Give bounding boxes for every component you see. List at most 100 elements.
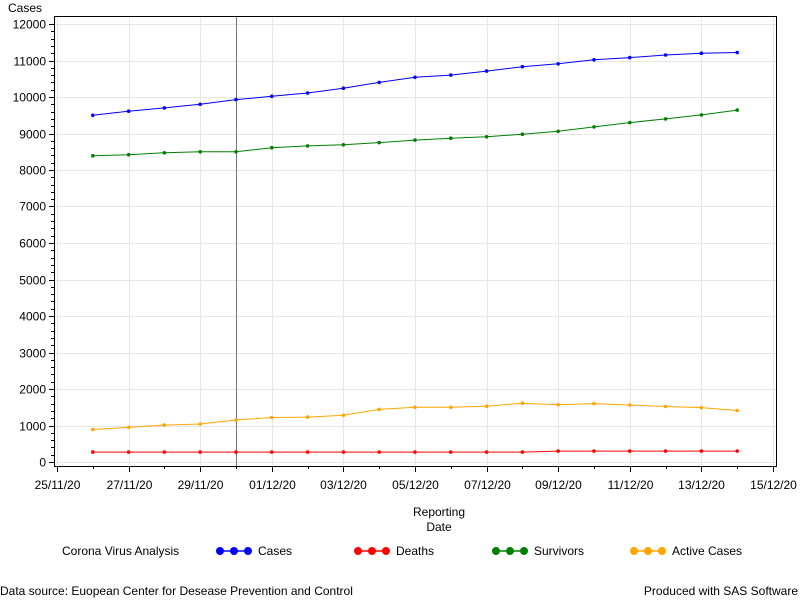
data-point-cases (556, 62, 560, 66)
legend-swatch-marker (520, 547, 528, 555)
software-credit: Produced with SAS Software (643, 584, 798, 598)
grid (54, 16, 776, 466)
data-point-survivors (449, 136, 453, 140)
y-tick-label: 0 (39, 456, 46, 470)
series-active-cases (91, 401, 739, 432)
data-point-deaths (484, 450, 489, 454)
x-tick-label: 11/12/20 (608, 478, 654, 492)
data-point-deaths (162, 450, 167, 454)
legend-swatch-active-cases (630, 545, 666, 557)
x-tick-label: 03/12/20 (320, 478, 367, 492)
data-point-active-cases (556, 402, 560, 407)
y-tick-label: 2000 (19, 383, 46, 397)
data-point-survivors (556, 129, 560, 134)
data-point-cases (341, 86, 346, 90)
data-point-deaths (663, 449, 668, 453)
data-point-active-cases (162, 423, 167, 427)
data-point-cases (162, 106, 167, 110)
data-point-cases (413, 75, 417, 80)
legend-swatch-marker (368, 547, 376, 555)
data-point-cases (91, 113, 95, 118)
legend-swatch-marker (658, 547, 666, 555)
data-point-cases (449, 73, 453, 77)
data-point-cases (699, 51, 704, 55)
legend-swatch-cases (216, 545, 252, 557)
x-tick-label: 29/11/20 (178, 478, 224, 492)
data-point-deaths (628, 449, 632, 453)
x-axis-title-line-1: Reporting (413, 505, 465, 519)
data-point-survivors (592, 125, 596, 129)
data-point-survivors (377, 140, 382, 145)
y-tick-label: 7000 (19, 200, 46, 214)
data-point-survivors (628, 120, 632, 125)
legend-label-deaths: Deaths (396, 544, 435, 558)
data-point-active-cases (484, 404, 489, 409)
data-point-cases (270, 94, 274, 99)
data-point-deaths (234, 450, 238, 454)
data-point-survivors (198, 150, 202, 154)
legend-item-deaths: Deaths (354, 544, 434, 558)
y-tick-label: 12000 (13, 18, 47, 32)
x-tick-label: 25/11/20 (35, 478, 81, 492)
data-point-cases (592, 58, 596, 62)
data-point-cases (126, 109, 131, 113)
data-point-cases (520, 64, 525, 69)
data-point-active-cases (735, 408, 739, 413)
legend-swatch-marker (506, 547, 514, 555)
data-point-survivors (699, 113, 704, 117)
y-tick-label: 11000 (14, 55, 47, 69)
data-point-survivors (341, 143, 346, 147)
data-point-active-cases (91, 427, 95, 432)
series-deaths (91, 449, 739, 454)
legend-swatch-survivors (492, 545, 528, 557)
data-point-active-cases (628, 403, 632, 407)
legend-swatch-marker (230, 547, 238, 555)
data-point-survivors (270, 145, 274, 150)
axes: 0 1000 2000 3000 4000 5000 6000 7000 8000 9000 100… (13, 18, 798, 493)
x-tick-label: 09/12/20 (535, 478, 582, 492)
x-tick-label: 13/12/20 (678, 478, 725, 492)
legend-swatch-deaths (354, 545, 390, 557)
data-point-active-cases (699, 405, 704, 410)
legend-swatch-marker (244, 547, 252, 555)
data-point-survivors (305, 144, 310, 148)
legend-title: Corona Virus Analysis (62, 544, 180, 558)
legend: Corona Virus Analysis Cases Deaths Survi… (0, 541, 800, 563)
data-point-active-cases (341, 413, 346, 418)
data-point-deaths (91, 450, 95, 454)
data-point-survivors (663, 117, 668, 121)
data-point-survivors (735, 108, 739, 112)
data-point-deaths (592, 449, 596, 453)
data-point-cases (234, 97, 238, 102)
data-point-active-cases (198, 422, 202, 426)
legend-swatch-marker (644, 547, 652, 555)
data-point-survivors (413, 138, 417, 142)
data-point-active-cases (126, 425, 131, 430)
legend-swatch-marker (630, 547, 638, 555)
data-point-deaths (377, 450, 382, 454)
data-point-cases (377, 80, 382, 85)
legend-swatch-marker (492, 547, 500, 555)
data-point-cases (198, 102, 202, 107)
data-point-active-cases (234, 418, 238, 422)
legend-swatch-marker (354, 547, 362, 555)
data-point-active-cases (270, 415, 274, 420)
data-point-active-cases (413, 405, 417, 410)
y-tick-label: 3000 (19, 347, 46, 361)
data-point-active-cases (520, 401, 525, 406)
data-point-deaths (449, 450, 453, 454)
data-point-survivors (91, 154, 95, 158)
data-point-cases (305, 91, 310, 95)
data-point-survivors (162, 151, 167, 155)
data-point-active-cases (592, 401, 596, 406)
y-tick-label: 9000 (19, 128, 46, 142)
series-lines (91, 50, 739, 454)
data-point-active-cases (449, 405, 453, 410)
data-point-deaths (305, 450, 310, 454)
legend-swatch-marker (216, 547, 224, 555)
data-point-survivors (126, 152, 131, 157)
series-survivors (91, 108, 739, 158)
x-tick-label: 07/12/20 (464, 478, 511, 492)
data-point-deaths (556, 449, 560, 453)
